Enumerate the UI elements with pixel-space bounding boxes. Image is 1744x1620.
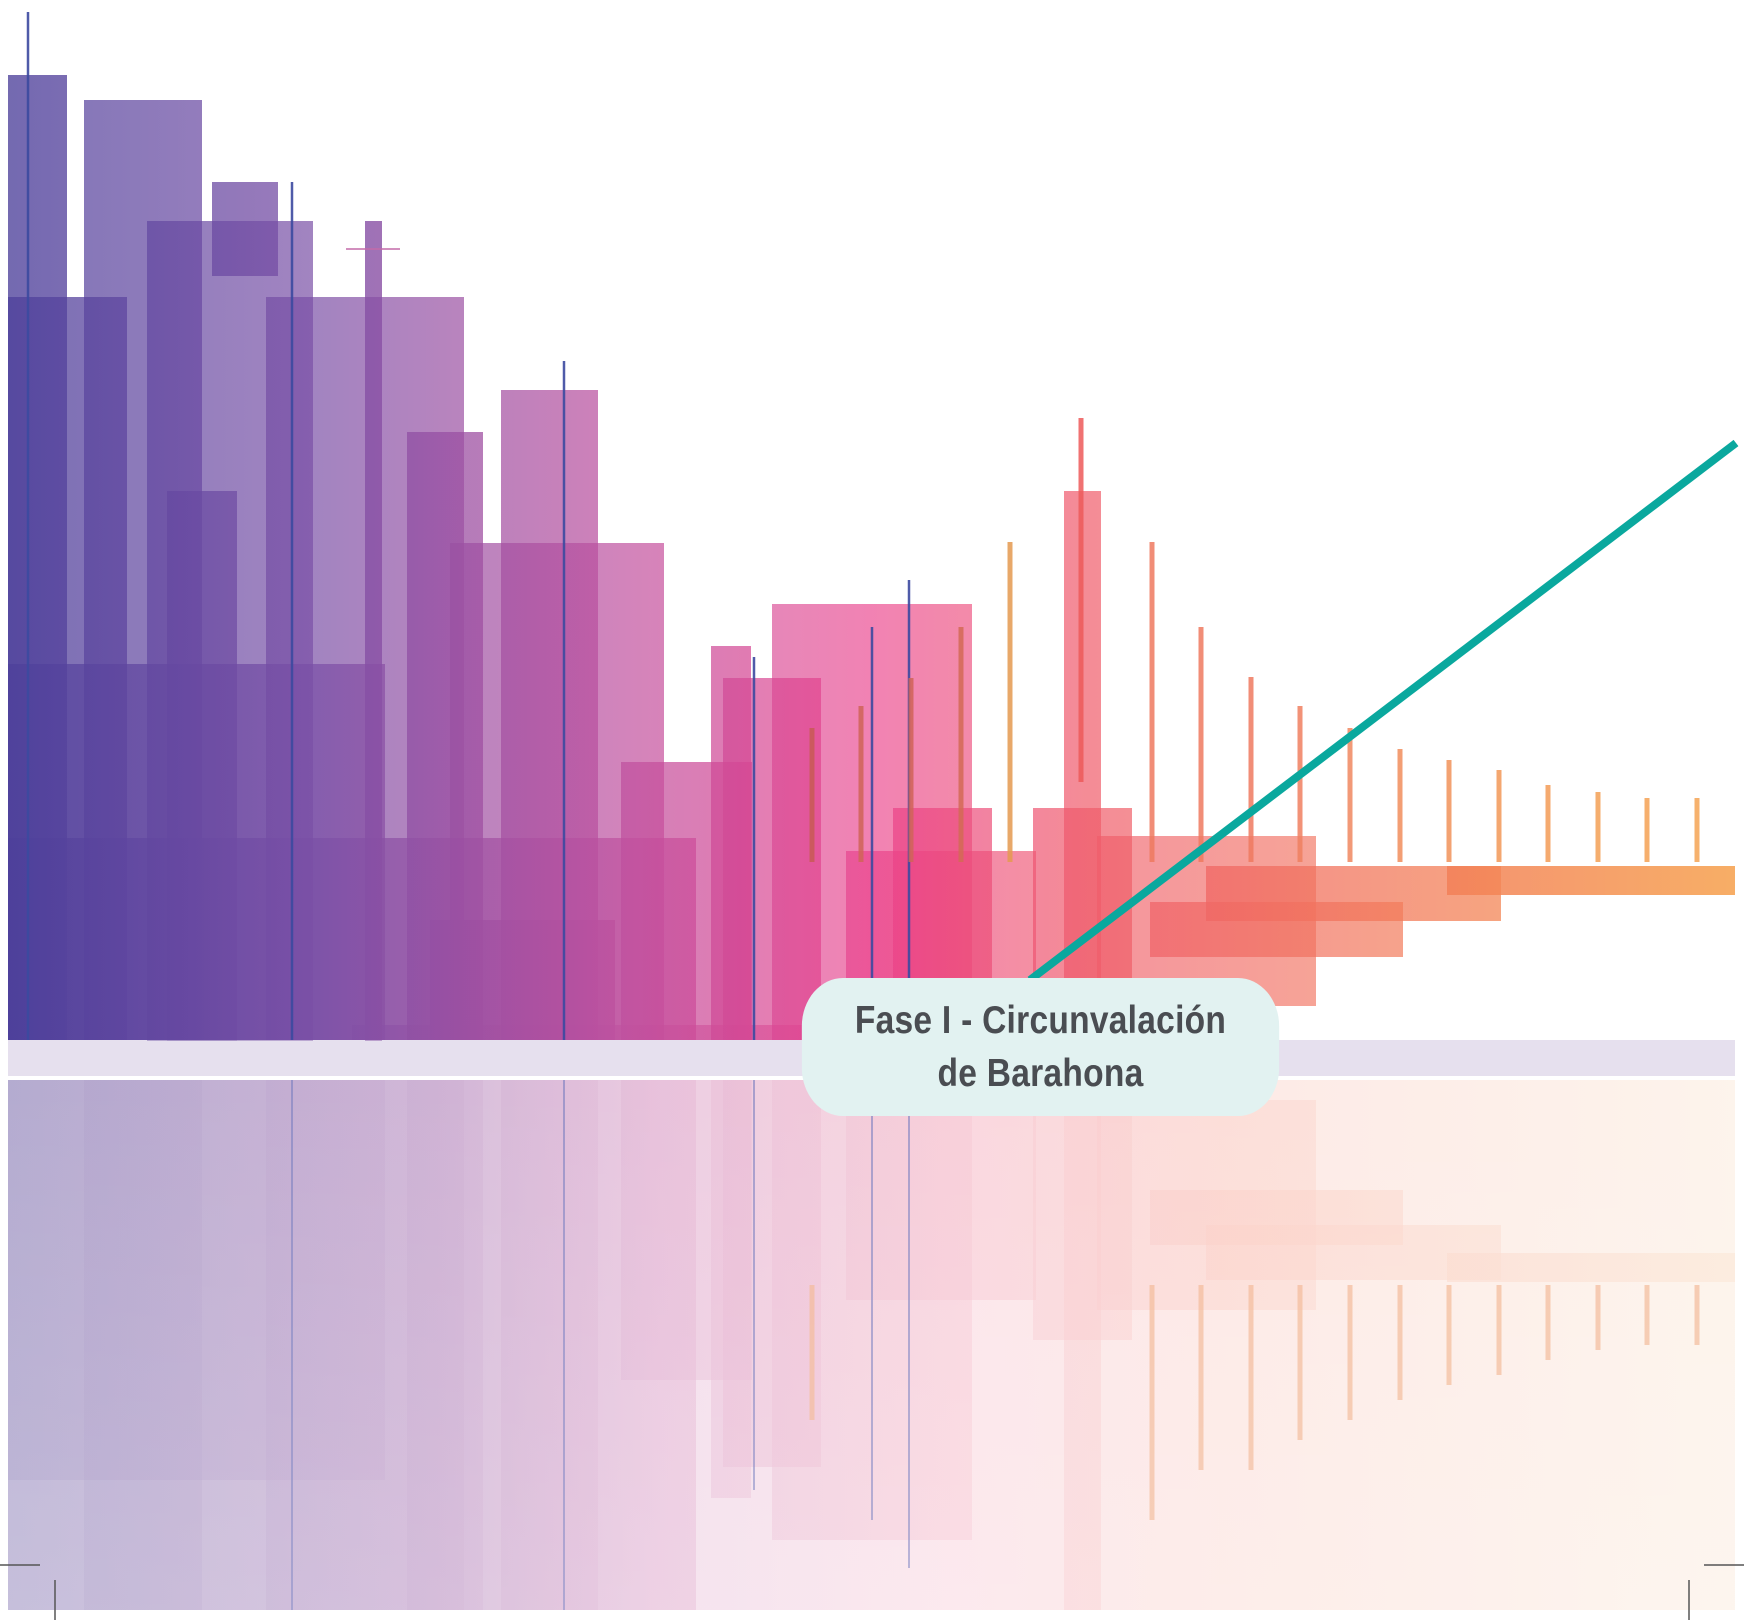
crop-marks [0,1564,1744,1620]
bar [1150,902,1403,957]
title-line-2: de Barahona [937,1052,1144,1095]
orange-ticks [809,418,1700,862]
phase-title-label: Fase I - Circunvalación de Barahona [801,978,1280,1116]
teal-diagonal-line [1027,439,1739,984]
bar [1447,866,1735,895]
bar [430,920,615,1040]
bar [723,678,821,1040]
title-line-1: Fase I - Circunvalación [854,999,1227,1042]
mirror-band-line [8,1076,708,1080]
reflection-fade [0,1080,1744,1620]
